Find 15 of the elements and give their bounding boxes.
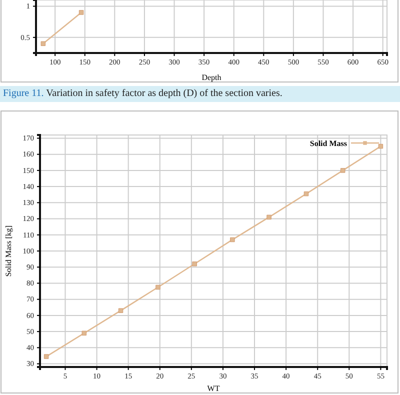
point: [230, 237, 235, 242]
legend-label: Solid Mass: [310, 139, 347, 148]
y-axis-title: Solid Mass [kg]: [4, 225, 13, 277]
point: [378, 144, 384, 149]
point: [118, 308, 124, 313]
caption: Figure 11. Variation in safety factor as depth (D) of the section varies.: [3, 88, 282, 99]
point: [192, 262, 197, 266]
x-axis-title: Depth: [202, 73, 222, 82]
point: [340, 168, 346, 173]
point: [82, 330, 87, 336]
point: [304, 191, 309, 196]
x-axis-title: WT: [207, 384, 220, 393]
point: [156, 284, 160, 290]
point: [44, 354, 49, 359]
point: [266, 214, 272, 220]
